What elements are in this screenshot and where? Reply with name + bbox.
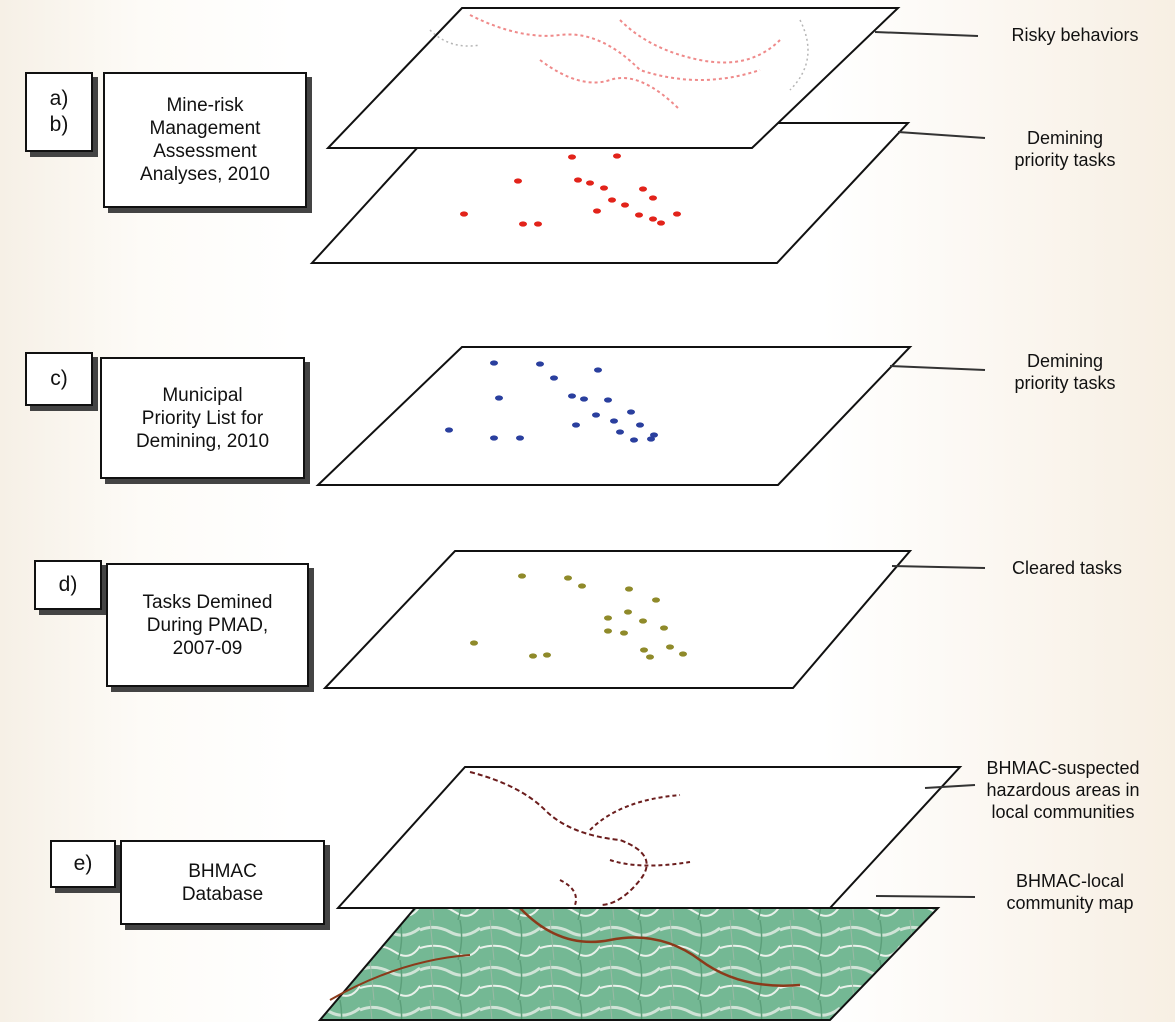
map-boundary-line [329, 954, 471, 1001]
task-point [572, 422, 580, 428]
leader-line [875, 895, 976, 898]
mine-risk-box: Mine-risk Management Assessment Analyses… [103, 72, 307, 208]
task-point [636, 422, 644, 428]
task-point [652, 597, 660, 603]
task-point [536, 361, 544, 367]
task-point [673, 211, 681, 217]
leader-line [897, 131, 986, 139]
task-point [624, 609, 632, 615]
task-point [666, 644, 674, 650]
task-point [593, 208, 601, 214]
bhmac-database-box: BHMAC Database [120, 840, 325, 925]
task-point [600, 185, 608, 191]
task-point [639, 186, 647, 192]
task-point [630, 437, 638, 443]
hazard-network [469, 771, 648, 906]
task-point [610, 418, 618, 424]
task-point [679, 651, 687, 657]
task-point [649, 195, 657, 201]
task-point [495, 395, 503, 401]
task-point [580, 396, 588, 402]
task-point [649, 216, 657, 222]
leader-line [891, 565, 986, 569]
task-point [529, 653, 537, 659]
task-point [627, 409, 635, 415]
task-point [657, 220, 665, 226]
task-point [578, 583, 586, 589]
task-point [608, 197, 616, 203]
task-point [470, 640, 478, 646]
risky-network [469, 14, 781, 111]
label-risky-behaviors: Risky behaviors [1011, 25, 1139, 45]
task-point [460, 211, 468, 217]
task-point [564, 575, 572, 581]
task-point [574, 177, 582, 183]
task-point [516, 435, 524, 441]
priority-c-layer [315, 346, 913, 486]
cleared-points [470, 573, 687, 660]
label-priority-ab: Demining priority tasks [1014, 128, 1116, 170]
task-point [650, 432, 658, 438]
task-point [534, 221, 542, 227]
priority-ab-points [460, 153, 681, 227]
task-point [445, 427, 453, 433]
task-point [592, 412, 600, 418]
task-point [604, 615, 612, 621]
task-point [621, 202, 629, 208]
task-point [519, 221, 527, 227]
task-point [490, 435, 498, 441]
risky-layer [325, 7, 901, 149]
task-point [640, 647, 648, 653]
task-point [613, 153, 621, 159]
municipal-priority-box: Municipal Priority List for Demining, 20… [100, 357, 305, 479]
leader-line [874, 31, 979, 37]
task-point [568, 154, 576, 160]
task-point [490, 360, 498, 366]
letter-e-box: e) [50, 840, 116, 888]
task-point [550, 375, 558, 381]
task-point [568, 393, 576, 399]
hazard-network [559, 794, 691, 906]
letter-d-box: d) [34, 560, 102, 610]
map-boundary-line [519, 907, 801, 987]
task-point [586, 180, 594, 186]
priority-c-points [445, 360, 658, 443]
label-cleared-tasks: Cleared tasks [1011, 558, 1123, 578]
task-point [514, 178, 522, 184]
hazard-layer [335, 766, 963, 909]
label-priority-c: Demining priority tasks [1014, 351, 1116, 393]
leader-line [889, 365, 986, 371]
task-point [616, 429, 624, 435]
task-point [660, 625, 668, 631]
task-point [646, 654, 654, 660]
risky-network [429, 19, 809, 91]
task-point [543, 652, 551, 658]
task-point [639, 618, 647, 624]
task-point [594, 367, 602, 373]
leader-line [924, 784, 976, 789]
task-point [635, 212, 643, 218]
task-point [604, 628, 612, 634]
task-point [518, 573, 526, 579]
task-point [604, 397, 612, 403]
letter-c-box: c) [25, 352, 93, 406]
cleared-layer [322, 550, 913, 689]
label-community-map: BHMAC-local community map [1006, 871, 1134, 913]
task-point [625, 586, 633, 592]
task-point [647, 436, 655, 442]
letters-ab-box: a) b) [25, 72, 93, 152]
tasks-demined-box: Tasks Demined During PMAD, 2007-09 [106, 563, 309, 687]
task-point [620, 630, 628, 636]
label-hazardous-areas: BHMAC-suspected hazardous areas in local… [986, 758, 1140, 822]
